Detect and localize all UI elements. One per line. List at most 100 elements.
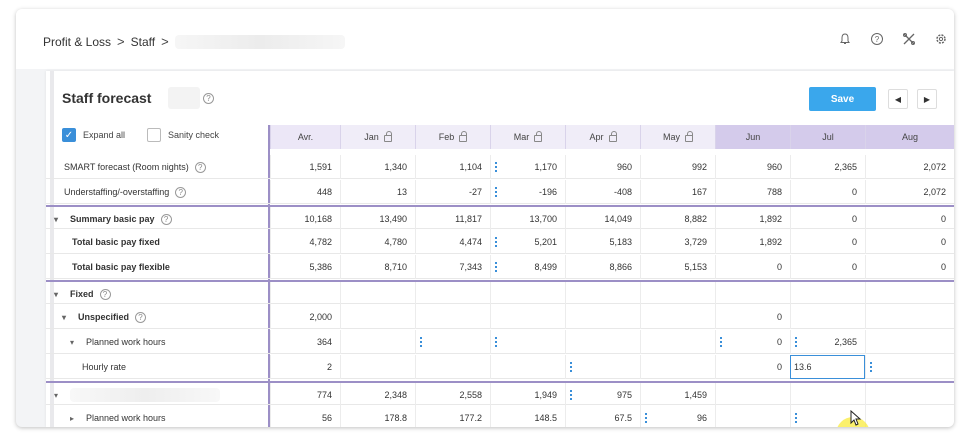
table-cell[interactable]: 1,892 [715, 207, 790, 231]
table-cell[interactable]: 0 [715, 255, 790, 279]
table-cell[interactable]: 0 [790, 255, 865, 279]
table-cell[interactable]: 2,072 [865, 180, 954, 204]
table-cell [640, 330, 715, 354]
help-icon[interactable]: ? [194, 161, 206, 173]
breadcrumb-separator: > [161, 34, 169, 49]
help-icon[interactable]: ? [160, 213, 172, 225]
row-label-text: Planned work hours [86, 413, 166, 423]
table-cell[interactable]: 0 [865, 230, 954, 254]
column-header-may: May [640, 125, 715, 149]
table-cell[interactable]: 0 [715, 305, 790, 329]
next-columns-button[interactable]: ▶ [917, 89, 937, 109]
table-cell[interactable] [715, 383, 790, 407]
drag-handle-icon[interactable] [795, 413, 797, 423]
table-cell[interactable]: 0 [715, 355, 790, 379]
table-cell[interactable]: 1,892 [715, 230, 790, 254]
filter-row: ✓ Expand all Sanity check [62, 128, 219, 142]
expand-all-checkbox[interactable]: ✓ [62, 128, 76, 142]
table-cell[interactable]: 0 [715, 330, 790, 354]
cursor-highlight [836, 417, 870, 427]
drag-handle-icon[interactable] [870, 362, 872, 372]
save-button[interactable]: Save [809, 87, 876, 111]
gear-icon[interactable] [934, 32, 948, 46]
table-cell [490, 330, 565, 354]
table-cell[interactable] [790, 305, 865, 329]
row-label[interactable]: ▸ Planned work hours [70, 406, 166, 427]
help-icon[interactable]: ? [175, 186, 187, 198]
chevron-down-icon[interactable]: ▾ [62, 312, 67, 322]
table-cell [490, 282, 565, 306]
table-cell[interactable]: 0 [790, 230, 865, 254]
chevron-down-icon[interactable]: ▾ [70, 337, 75, 347]
table-cell[interactable] [715, 406, 790, 427]
drag-handle-icon[interactable] [495, 187, 497, 197]
table-cell[interactable] [865, 330, 954, 354]
row-label: SMART forecast (Room nights)? [64, 155, 206, 179]
table-cell: 5,153 [640, 255, 715, 279]
row-label[interactable]: ▾ [54, 383, 220, 407]
row-label[interactable]: ▾ Unspecified? [62, 305, 147, 329]
prev-columns-button[interactable]: ◀ [888, 89, 908, 109]
help-icon[interactable]: ? [135, 311, 147, 323]
table-cell [490, 355, 565, 379]
breadcrumb-profit-loss[interactable]: Profit & Loss [43, 34, 112, 49]
chevron-right-icon[interactable]: ▸ [70, 413, 75, 423]
table-cell[interactable]: 2,365 [790, 330, 865, 354]
column-header-label: Jun [745, 132, 761, 142]
bell-icon[interactable] [838, 32, 852, 46]
drag-handle-icon[interactable] [570, 390, 572, 400]
table-cell[interactable]: 0 [790, 207, 865, 231]
table-cell[interactable] [790, 383, 865, 407]
table-cell: 3,729 [640, 230, 715, 254]
chevron-down-icon[interactable]: ▾ [54, 390, 59, 400]
table-cell[interactable]: 2,365 [790, 155, 865, 179]
row-label[interactable]: ▾ Planned work hours [70, 330, 166, 354]
drag-handle-icon[interactable] [495, 262, 497, 272]
help-icon[interactable]: ? [870, 32, 884, 46]
table-cell[interactable] [865, 305, 954, 329]
table-cell[interactable] [865, 383, 954, 407]
drag-handle-icon[interactable] [495, 237, 497, 247]
drag-handle-icon[interactable] [495, 337, 497, 347]
chevron-down-icon[interactable]: ▾ [54, 214, 59, 224]
table-cell: 2,348 [340, 383, 415, 407]
table-cell[interactable] [865, 406, 954, 427]
table-cell[interactable] [865, 282, 954, 306]
help-icon[interactable]: ? [203, 93, 214, 104]
hourly-rate-input[interactable]: 13.6 [790, 355, 865, 379]
table-cell [340, 330, 415, 354]
expand-all-label[interactable]: Expand all [83, 130, 126, 140]
row-label: Total basic pay fixed [72, 230, 160, 254]
table-cell[interactable]: 0 [865, 207, 954, 231]
table-cell[interactable]: 0 [865, 255, 954, 279]
table-cell[interactable]: 0 [790, 180, 865, 204]
table-cell [415, 282, 490, 306]
sanity-check-checkbox[interactable] [147, 128, 162, 142]
drag-handle-icon[interactable] [795, 337, 797, 347]
table-cell[interactable] [790, 406, 865, 427]
drag-handle-icon[interactable] [720, 337, 722, 347]
column-header-aug: Aug [865, 125, 954, 149]
sanity-check-label[interactable]: Sanity check [168, 130, 220, 140]
help-icon[interactable]: ? [99, 288, 111, 300]
table-cell[interactable] [865, 355, 954, 379]
frozen-column-divider [268, 125, 270, 427]
tools-icon[interactable] [902, 32, 916, 46]
vertical-scrollbar[interactable] [50, 71, 54, 427]
row-label[interactable]: ▾ Summary basic pay? [54, 207, 172, 231]
drag-handle-icon[interactable] [420, 337, 422, 347]
table-cell[interactable] [790, 282, 865, 306]
breadcrumb-staff[interactable]: Staff [130, 34, 156, 49]
row-label[interactable]: ▾ Fixed? [54, 282, 111, 306]
lock-icon [608, 131, 617, 142]
table-cell[interactable] [715, 282, 790, 306]
table-cell[interactable]: 788 [715, 180, 790, 204]
drag-handle-icon[interactable] [570, 362, 572, 372]
table-cell[interactable]: 2,072 [865, 155, 954, 179]
table-cell: 992 [640, 155, 715, 179]
drag-handle-icon[interactable] [645, 413, 647, 423]
chevron-down-icon[interactable]: ▾ [54, 289, 59, 299]
table-cell[interactable]: 960 [715, 155, 790, 179]
drag-handle-icon[interactable] [495, 162, 497, 172]
table-cell: 1,949 [490, 383, 565, 407]
